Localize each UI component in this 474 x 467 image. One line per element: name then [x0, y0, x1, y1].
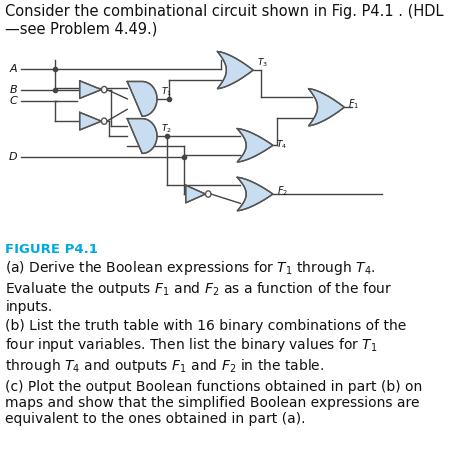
- Text: $F_1$: $F_1$: [348, 97, 359, 111]
- Text: $T_3$: $T_3$: [257, 57, 268, 69]
- Polygon shape: [186, 185, 206, 203]
- Polygon shape: [80, 81, 101, 99]
- Text: Consider the combinational circuit shown in Fig. P4.1 . (HDL
—see Problem 4.49.): Consider the combinational circuit shown…: [5, 4, 444, 36]
- Text: (c) Plot the output Boolean functions obtained in part (b) on
maps and show that: (c) Plot the output Boolean functions ob…: [5, 380, 423, 426]
- Polygon shape: [237, 177, 273, 211]
- Polygon shape: [237, 128, 273, 162]
- Polygon shape: [127, 81, 157, 116]
- Polygon shape: [127, 119, 157, 154]
- Polygon shape: [80, 113, 101, 130]
- Text: $T_4$: $T_4$: [276, 139, 287, 151]
- Text: $T_2$: $T_2$: [161, 122, 172, 135]
- Circle shape: [206, 191, 211, 197]
- Polygon shape: [309, 89, 344, 126]
- Text: $F_2$: $F_2$: [277, 184, 288, 198]
- Text: A: A: [9, 64, 17, 74]
- Text: B: B: [9, 85, 17, 95]
- Circle shape: [101, 86, 107, 93]
- Text: (b) List the truth table with 16 binary combinations of the
four input variables: (b) List the truth table with 16 binary …: [5, 319, 407, 375]
- Text: C: C: [9, 96, 17, 106]
- Text: (a) Derive the Boolean expressions for $T_1$ through $T_4$.
Evaluate the outputs: (a) Derive the Boolean expressions for $…: [5, 259, 392, 314]
- Circle shape: [101, 118, 107, 124]
- Text: $T_1$: $T_1$: [161, 85, 172, 98]
- Polygon shape: [218, 51, 253, 89]
- Text: FIGURE P4.1: FIGURE P4.1: [5, 243, 98, 256]
- Text: D: D: [9, 152, 17, 162]
